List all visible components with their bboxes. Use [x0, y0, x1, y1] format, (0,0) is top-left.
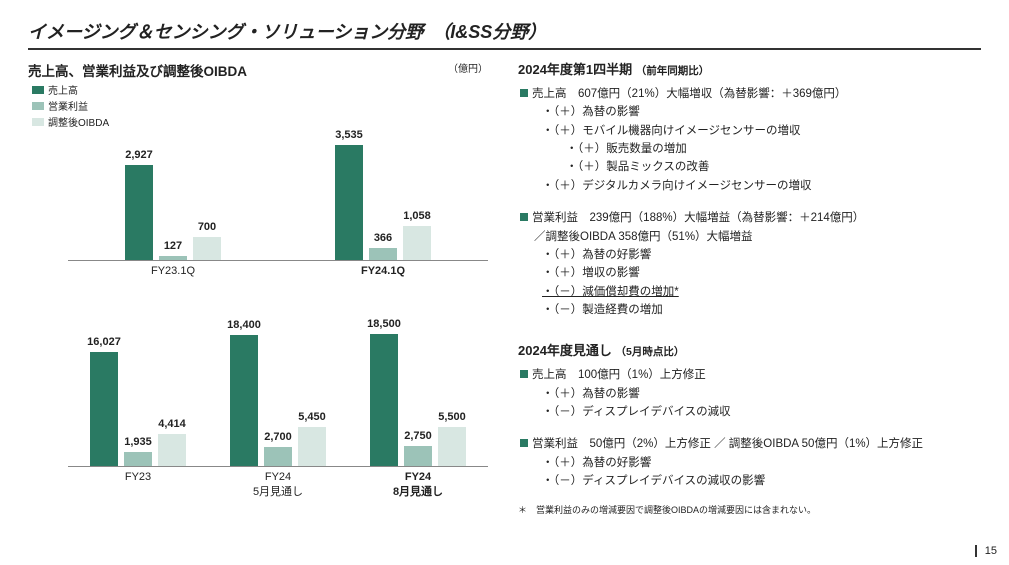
bar: 3,535: [335, 145, 363, 260]
legend-item: 調整後OIBDA: [32, 114, 488, 129]
left-column: 売上高、営業利益及び調整後OIBDA （億円） 売上高営業利益調整後OIBDA …: [28, 60, 488, 517]
text-line: ・（－）ディスプレイデバイスの減収: [542, 403, 981, 421]
bar: 1,058: [403, 226, 431, 260]
section2-heading: 2024年度見通し （5月時点比）: [518, 341, 981, 362]
footnote: ＊ 営業利益のみの増減要因で調整後OIBDAの増減要因には含まれない。: [518, 503, 981, 517]
text-line: ・（＋）増収の影響: [542, 264, 981, 282]
section1-heading: 2024年度第1四半期 （前年同期比）: [518, 60, 981, 81]
bar: 5,500: [438, 427, 466, 466]
text-line: ・（＋）製品ミックスの改善: [566, 158, 981, 176]
bar: 4,414: [158, 434, 186, 466]
bar: 5,450: [298, 427, 326, 466]
text-line: ・（＋）為替の好影響: [542, 454, 981, 472]
bar: 2,750: [404, 446, 432, 466]
bar: 2,700: [264, 447, 292, 466]
text-line: 営業利益 239億円（188%）大幅増益（為替影響：＋214億円）: [520, 209, 981, 227]
legend-item: 売上高: [32, 82, 488, 97]
chart-legend: 売上高営業利益調整後OIBDA: [32, 82, 488, 129]
bar: 16,027: [90, 352, 118, 466]
bar-group: 16,027 1,935 4,414: [90, 352, 186, 466]
text-line: 売上高 607億円（21%）大幅増収（為替影響：＋369億円）: [520, 85, 981, 103]
right-column: 2024年度第1四半期 （前年同期比） 売上高 607億円（21%）大幅増収（為…: [518, 60, 981, 517]
x-axis-label: FY248月見通し: [370, 471, 466, 499]
bar-group: 18,400 2,700 5,450: [230, 335, 326, 466]
page-title: イメージング＆センシング・ソリューション分野 （I&SS分野）: [28, 18, 981, 50]
chart-2: 16,027 1,935 4,414 18,400 2,700 5,450 18,500 2,…: [68, 317, 488, 499]
bar-group: 3,535 366 1,058: [335, 145, 431, 260]
x-axis-label: FY24.1Q: [335, 265, 431, 277]
bar: 1,935: [124, 452, 152, 466]
bar-group: 2,927 127 700: [125, 165, 221, 260]
text-line: ・（＋）為替の好影響: [542, 246, 981, 264]
text-line: ・（＋）為替の影響: [542, 103, 981, 121]
chart-unit: （億円）: [448, 60, 488, 75]
bar: 366: [369, 248, 397, 260]
bar: 2,927: [125, 165, 153, 260]
text-line: ・（－）減価償却費の増加*: [542, 283, 981, 301]
x-axis-label: FY245月見通し: [230, 471, 326, 499]
page-number: 15: [975, 545, 997, 557]
bar: 127: [159, 256, 187, 260]
text-line: ・（＋）デジタルカメラ向けイメージセンサーの増収: [542, 177, 981, 195]
text-line: ・（＋）為替の影響: [542, 385, 981, 403]
bar: 18,500: [370, 334, 398, 466]
text-line: 営業利益 50億円（2%）上方修正 ／ 調整後OIBDA 50億円（1%）上方修…: [520, 435, 981, 453]
text-line: ・（－）製造経費の増加: [542, 301, 981, 319]
text-line: ・（＋）モバイル機器向けイメージセンサーの増収: [542, 122, 981, 140]
x-axis-label: FY23.1Q: [125, 265, 221, 277]
bar-group: 18,500 2,750 5,500: [370, 334, 466, 466]
text-line: ／調整後OIBDA 358億円（51%）大幅増益: [534, 228, 981, 246]
chart-title: 売上高、営業利益及び調整後OIBDA: [28, 60, 247, 80]
bar: 700: [193, 237, 221, 260]
legend-item: 営業利益: [32, 98, 488, 113]
chart-1: 2,927 127 700 3,535 366 1,058 FY23.1Q FY24.1Q: [68, 131, 488, 277]
text-line: ・（＋）販売数量の増加: [566, 140, 981, 158]
text-line: 売上高 100億円（1%）上方修正: [520, 366, 981, 384]
bar: 18,400: [230, 335, 258, 466]
text-line: ・（－）ディスプレイデバイスの減収の影響: [542, 472, 981, 490]
x-axis-label: FY23: [90, 471, 186, 499]
